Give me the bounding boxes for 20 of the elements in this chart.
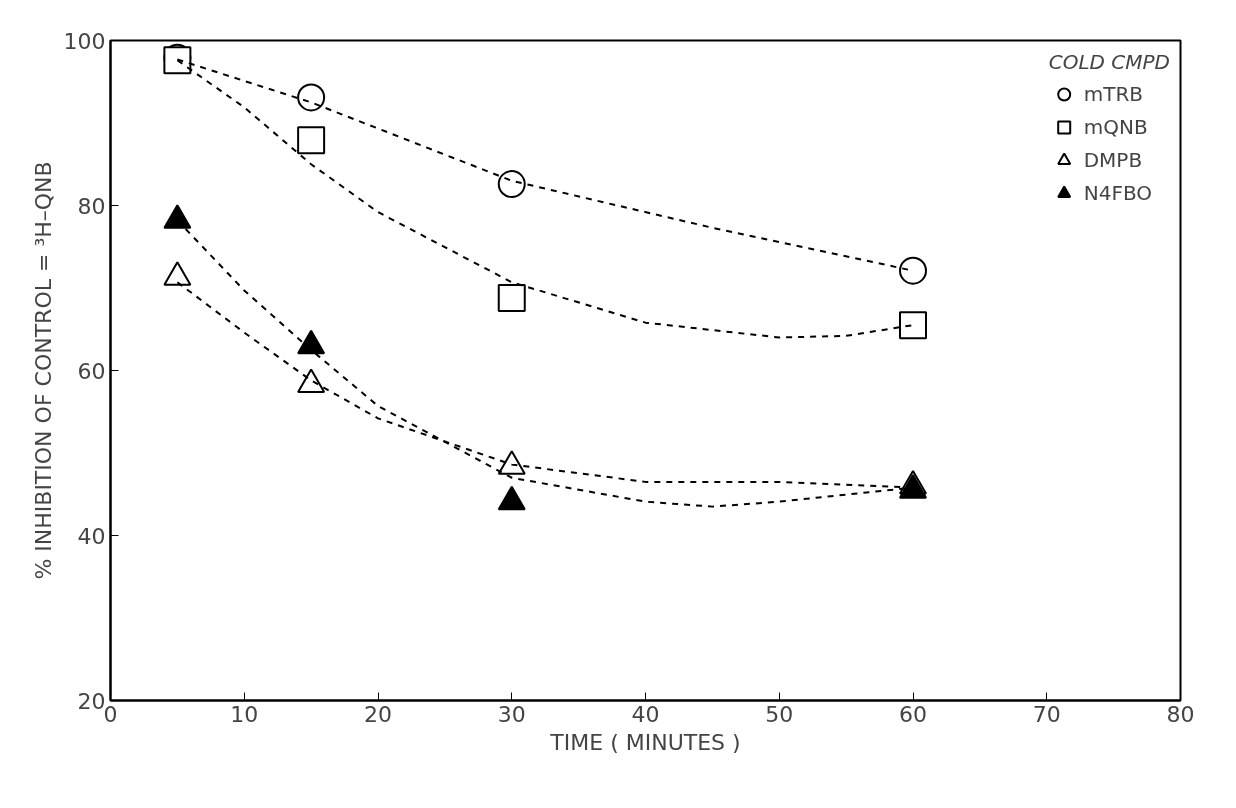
x-tick-label: 20 <box>364 701 392 727</box>
x-tick-label: 80 <box>1166 701 1195 727</box>
x-axis-title: TIME ( MINUTES ) <box>549 729 741 755</box>
y-axis-title: % INHIBITION OF CONTROL = ³H–QNB <box>30 161 56 580</box>
x-tick-label: 0 <box>103 701 118 727</box>
x-tick-label: 40 <box>631 701 660 727</box>
legend-label: N4FBO <box>1083 181 1153 205</box>
legend-label: mQNB <box>1083 115 1148 139</box>
legend-title: COLD CMPD <box>1048 50 1170 74</box>
y-tick-label: 100 <box>63 28 106 54</box>
legend-label: mTRB <box>1083 82 1144 106</box>
x-tick-label: 70 <box>1032 701 1061 727</box>
y-tick-label: 80 <box>77 193 106 219</box>
x-tick-label: 10 <box>230 701 259 727</box>
x-tick-label: 50 <box>765 701 794 727</box>
x-tick-label: 30 <box>497 701 526 727</box>
y-tick-label: 40 <box>77 523 106 549</box>
legend-label: DMPB <box>1083 148 1143 172</box>
x-tick-label: 60 <box>899 701 927 727</box>
y-tick-label: 60 <box>77 358 106 384</box>
